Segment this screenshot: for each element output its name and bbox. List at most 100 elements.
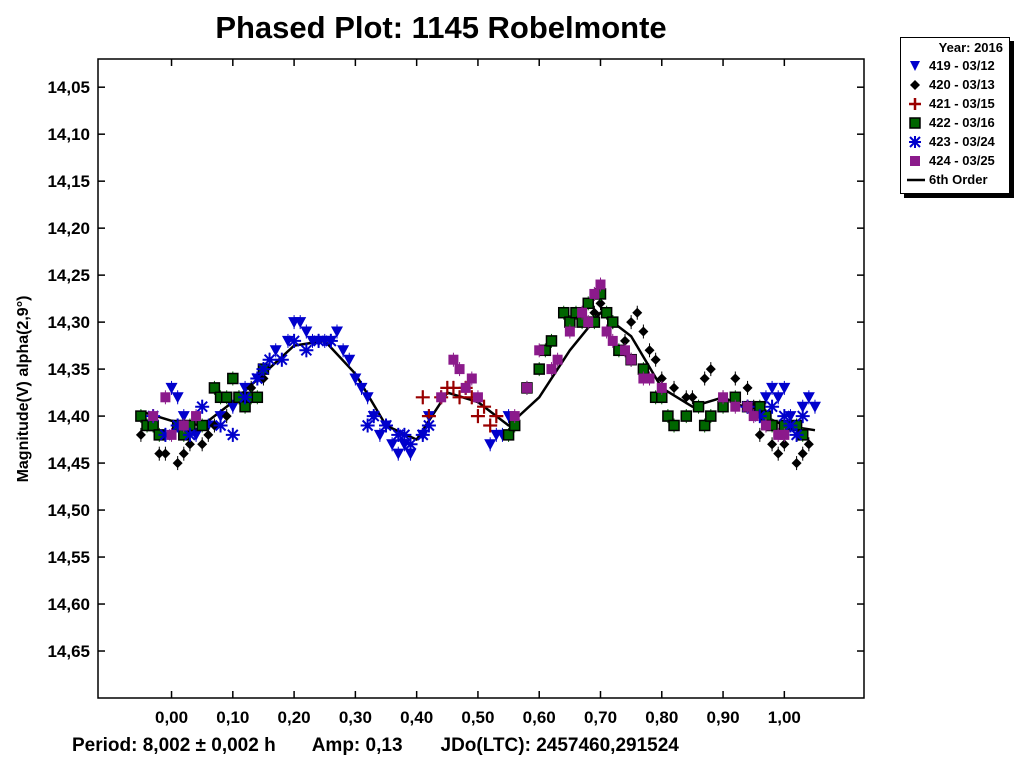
data-point: [373, 427, 386, 442]
data-point: [759, 390, 772, 405]
data-point: [773, 446, 784, 461]
data-point: [680, 409, 693, 424]
legend-label: 424 - 03/25: [929, 153, 995, 168]
data-point: [484, 437, 497, 452]
data-point: [178, 418, 189, 433]
data-point: [662, 409, 674, 424]
y-tick-label: 14,50: [47, 501, 90, 520]
legend-entry-422: 422 - 03/16: [901, 113, 1009, 132]
data-point: [650, 352, 661, 367]
legend-label: 422 - 03/16: [929, 115, 995, 130]
x-tick-label: 0,10: [216, 708, 249, 727]
data-point: [577, 305, 588, 320]
data-point: [778, 380, 791, 395]
data-point: [752, 409, 767, 424]
data-point: [448, 352, 459, 367]
data-point: [802, 390, 815, 405]
data-point: [379, 418, 394, 433]
data-point: [262, 352, 277, 367]
data-point: [638, 371, 649, 386]
y-tick-label: 14,45: [47, 454, 90, 473]
data-point: [783, 418, 798, 433]
data-point: [632, 305, 643, 320]
line-marker-icon: [907, 178, 925, 182]
data-point: [644, 371, 655, 386]
data-point: [669, 380, 680, 395]
data-point: [699, 371, 710, 386]
square-marker-icon: [909, 117, 921, 129]
footer-stats: Period: 8,002 ± 0,002 h Amp: 0,13 JDo(LTC)…: [72, 735, 679, 757]
data-points-layer: [135, 277, 821, 471]
data-point: [300, 324, 313, 339]
data-point: [226, 399, 239, 414]
data-point: [470, 409, 485, 424]
data-point: [607, 315, 619, 330]
x-tick-label: 0,60: [523, 708, 556, 727]
y-tick-label: 14,30: [47, 313, 90, 332]
axis-ticks: 0,00 0,10 0,20 0,30 0,40 0,50 0,60 0,70 0,80 0,90…: [47, 59, 864, 727]
epoch-text: JDo(LTC): 2457460,291524: [440, 735, 679, 756]
plus-marker-icon: [909, 98, 921, 110]
data-point: [718, 390, 729, 405]
data-point: [158, 427, 173, 442]
x-tick-label: 0,00: [155, 708, 188, 727]
data-point: [227, 371, 239, 386]
y-tick-label: 14,20: [47, 219, 90, 238]
triangle-down-marker-icon: [910, 61, 920, 71]
data-point: [343, 352, 356, 367]
data-point: [564, 324, 575, 339]
data-point: [644, 343, 655, 358]
legend-entry-419: 419 - 03/12: [901, 56, 1009, 75]
data-point: [795, 409, 810, 424]
data-point: [323, 333, 338, 348]
data-point: [197, 437, 208, 452]
data-point: [687, 390, 698, 405]
data-point: [626, 315, 637, 330]
diamond-marker-icon: [910, 80, 920, 90]
data-point: [452, 390, 467, 405]
data-point: [797, 446, 808, 461]
data-point: [403, 437, 418, 452]
data-point: [208, 380, 221, 395]
y-tick-label: 14,40: [47, 407, 90, 426]
legend: Year: 2016 419 - 03/12 420 - 03/13 421 -…: [900, 37, 1010, 194]
data-point: [415, 390, 430, 405]
data-point: [269, 343, 282, 358]
data-point: [656, 380, 667, 395]
y-tick-label: 14,25: [47, 266, 90, 285]
data-point: [767, 437, 778, 452]
data-point: [274, 352, 289, 367]
data-point: [436, 390, 447, 405]
data-point: [170, 418, 185, 433]
x-tick-label: 0,40: [400, 708, 433, 727]
data-point: [165, 380, 178, 395]
data-point: [803, 437, 814, 452]
data-point: [545, 333, 558, 348]
legend-label: 421 - 03/15: [929, 96, 995, 111]
data-point: [546, 362, 557, 377]
y-tick-label: 14,10: [47, 125, 90, 144]
chart-title: Phased Plot: 1145 Robelmonte: [215, 10, 667, 45]
data-point: [483, 418, 498, 433]
square-marker-icon: [910, 156, 920, 166]
legend-entry-423: 423 - 03/24: [901, 132, 1009, 151]
data-point: [386, 437, 399, 452]
data-point: [392, 446, 405, 461]
data-point: [337, 343, 350, 358]
asterisk-marker-icon: [909, 136, 921, 148]
data-point: [772, 390, 785, 405]
data-point: [765, 399, 780, 414]
data-point: [583, 315, 594, 330]
data-point: [415, 427, 430, 442]
x-tick-label: 0,30: [339, 708, 372, 727]
legend-title: Year: 2016: [938, 40, 1003, 55]
legend-label: 6th Order: [929, 172, 988, 187]
data-point: [552, 352, 563, 367]
data-point: [489, 409, 504, 424]
x-tick-label: 0,80: [645, 708, 678, 727]
data-point: [730, 371, 741, 386]
legend-label: 419 - 03/12: [929, 58, 995, 73]
data-point: [773, 427, 784, 442]
data-point: [330, 324, 343, 339]
